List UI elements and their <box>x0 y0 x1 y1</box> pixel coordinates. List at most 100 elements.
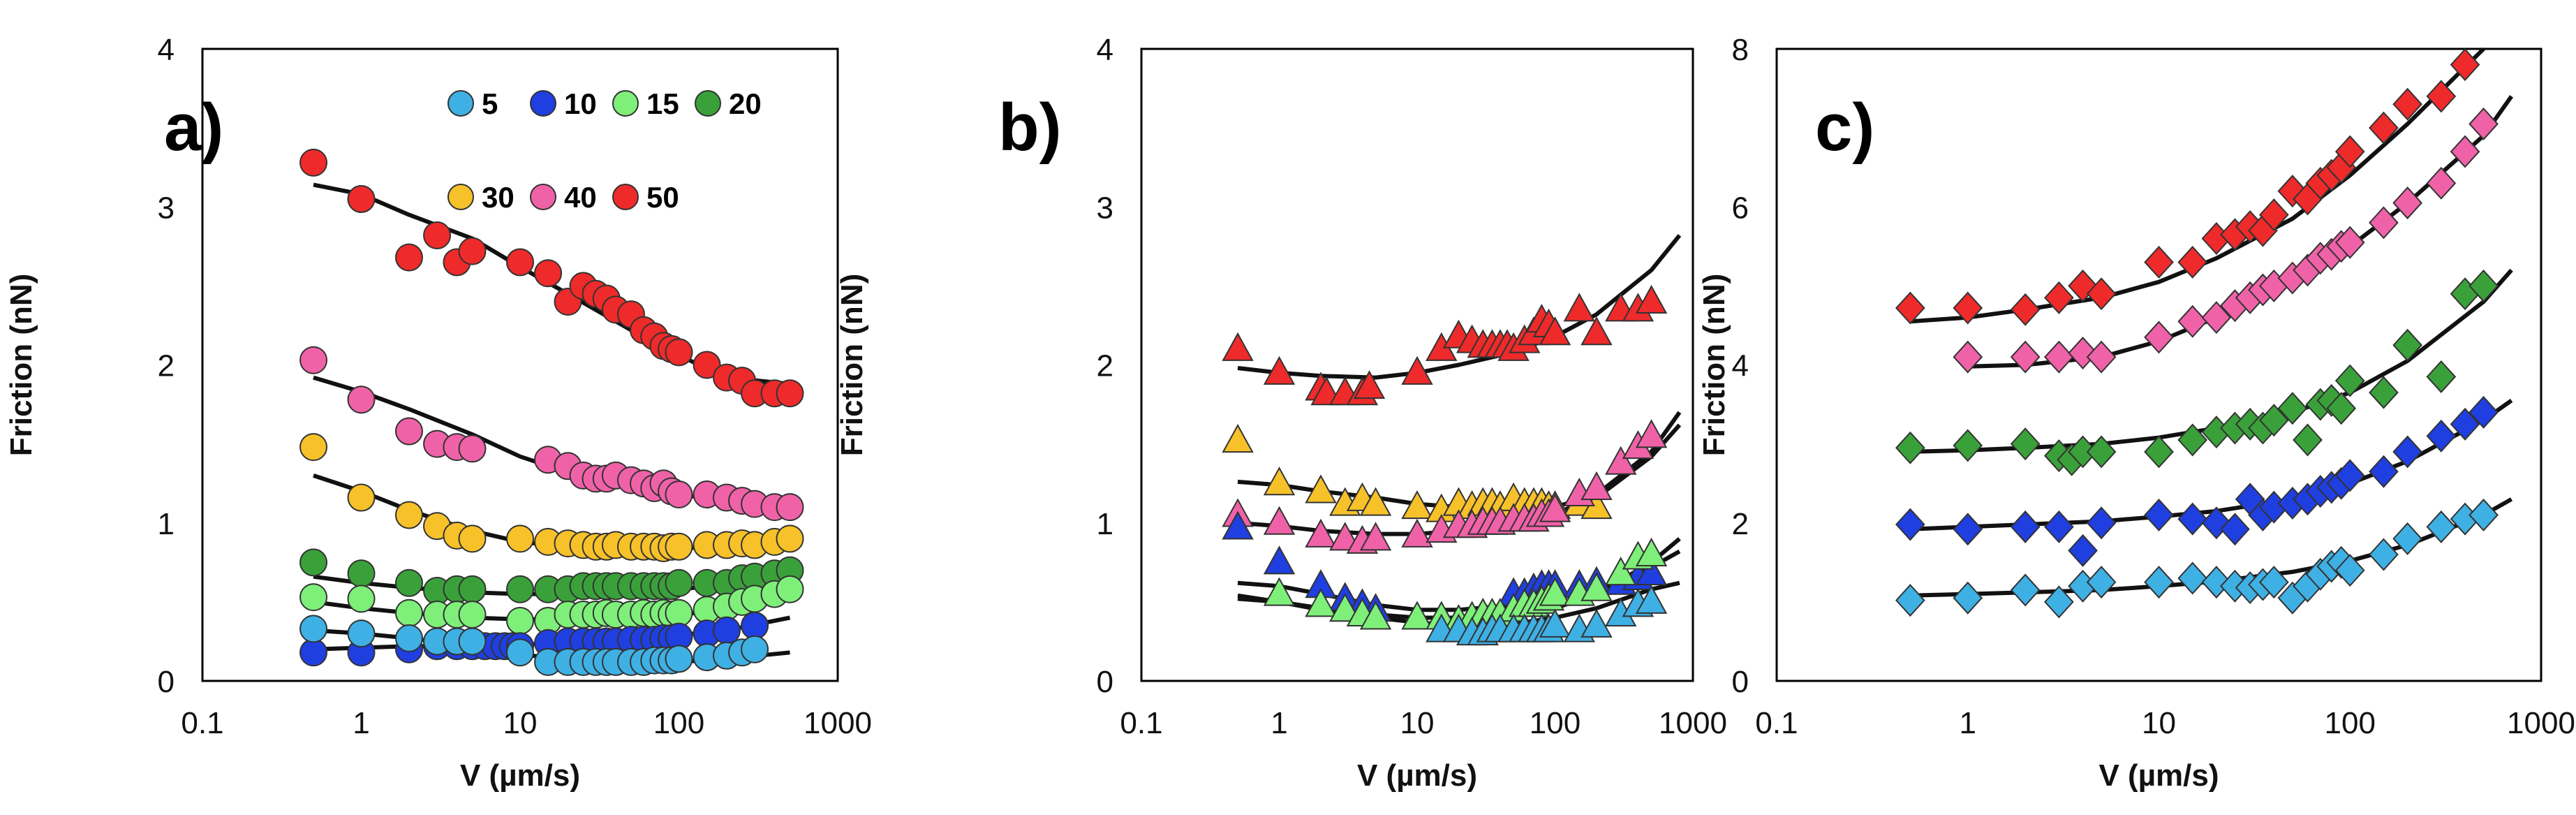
data-point <box>458 524 487 553</box>
data-point <box>2392 522 2423 555</box>
y-axis-label: Friction (nN) <box>1697 274 1731 457</box>
data-point <box>1539 493 1571 522</box>
legend-label: 50 <box>646 181 679 214</box>
data-point <box>2177 502 2208 536</box>
data-point <box>1263 355 1296 385</box>
data-point <box>2010 427 2041 461</box>
y-tick-label: 0 <box>158 665 175 699</box>
data-point <box>2369 455 2399 488</box>
data-point <box>2426 419 2457 453</box>
data-point <box>1953 291 1983 325</box>
fit-line <box>1237 234 1682 380</box>
data-point <box>1539 316 1571 346</box>
data-point <box>299 148 328 177</box>
data-point <box>2086 340 2117 374</box>
data-point <box>2392 87 2423 121</box>
data-point <box>2086 506 2117 540</box>
y-tick-label: 0 <box>1097 665 1113 699</box>
data-point <box>1605 557 1637 586</box>
data-point <box>506 607 534 636</box>
x-tick-label: 1000 <box>2507 706 2575 740</box>
data-point <box>458 600 487 629</box>
data-point <box>1953 581 1983 615</box>
x-tick-label: 1000 <box>1659 706 1727 740</box>
data-point <box>2369 111 2399 145</box>
data-point <box>1635 557 1668 586</box>
y-tick-label: 4 <box>1732 349 1749 383</box>
data-point <box>665 338 693 367</box>
data-point <box>1581 316 1613 346</box>
panel-label: c) <box>1815 90 1874 165</box>
x-tick-label: 10 <box>2142 706 2176 740</box>
data-point <box>458 575 487 603</box>
data-point <box>299 638 328 667</box>
legend-label: 5 <box>482 87 498 120</box>
data-point <box>2201 566 2232 599</box>
data-point <box>1401 490 1433 520</box>
data-point <box>1635 585 1668 614</box>
data-point <box>2010 340 2041 374</box>
data-point <box>693 351 721 379</box>
data-point <box>2277 392 2308 425</box>
x-tick-label: 1 <box>1271 706 1287 740</box>
data-point <box>2068 337 2098 370</box>
data-point <box>2392 186 2423 220</box>
y-tick-label: 0 <box>1732 665 1749 699</box>
data-point <box>2468 395 2499 429</box>
data-point <box>665 532 693 561</box>
data-point <box>1895 431 1925 464</box>
data-point <box>394 501 423 529</box>
plot-area-frame <box>1140 47 1694 682</box>
x-tick-label: 0.1 <box>1755 706 1798 740</box>
data-point <box>2044 340 2074 374</box>
x-tick-label: 0.1 <box>1120 706 1162 740</box>
y-tick-label: 2 <box>1097 349 1113 383</box>
data-point <box>1605 446 1637 475</box>
data-point <box>2426 360 2457 393</box>
legend-marker <box>447 90 474 117</box>
data-point <box>1539 608 1571 638</box>
y-axis-label: Friction (nN) <box>4 274 38 457</box>
data-point <box>423 221 452 249</box>
data-point <box>2334 554 2365 587</box>
x-axis-label: V (µm/s) <box>2098 758 2219 793</box>
data-point <box>2450 407 2480 441</box>
data-point <box>2369 206 2399 240</box>
data-point <box>1895 584 1925 617</box>
data-point <box>2044 510 2074 543</box>
data-point <box>2334 364 2365 397</box>
data-point <box>394 599 423 627</box>
data-point <box>2177 423 2208 457</box>
data-point <box>506 575 534 603</box>
data-point <box>1353 370 1386 399</box>
data-point <box>1635 537 1668 566</box>
data-point <box>1305 474 1337 504</box>
data-point <box>2426 80 2457 113</box>
data-point <box>394 568 423 597</box>
data-point <box>2450 135 2480 168</box>
plot-area-frame <box>1775 47 2542 682</box>
data-point <box>776 493 804 522</box>
data-point <box>299 548 328 577</box>
x-tick-label: 10 <box>503 706 538 740</box>
x-tick-label: 0.1 <box>181 706 223 740</box>
data-point <box>1953 513 1983 546</box>
data-point <box>1263 506 1296 535</box>
data-point <box>2086 566 2117 599</box>
data-point <box>2369 376 2399 409</box>
data-point <box>2258 404 2289 437</box>
data-point <box>1895 291 1925 325</box>
y-tick-label: 1 <box>1097 507 1113 541</box>
data-point <box>2177 245 2208 279</box>
data-point <box>299 615 328 643</box>
data-point <box>2392 435 2423 469</box>
y-tick-label: 4 <box>1097 33 1113 67</box>
data-point <box>2177 304 2208 338</box>
data-point <box>1305 588 1337 617</box>
data-point <box>299 346 328 374</box>
panel-label: a) <box>164 90 223 165</box>
data-point <box>1305 518 1337 548</box>
data-point <box>2334 459 2365 492</box>
data-point <box>299 583 328 612</box>
data-point <box>1635 419 1668 448</box>
